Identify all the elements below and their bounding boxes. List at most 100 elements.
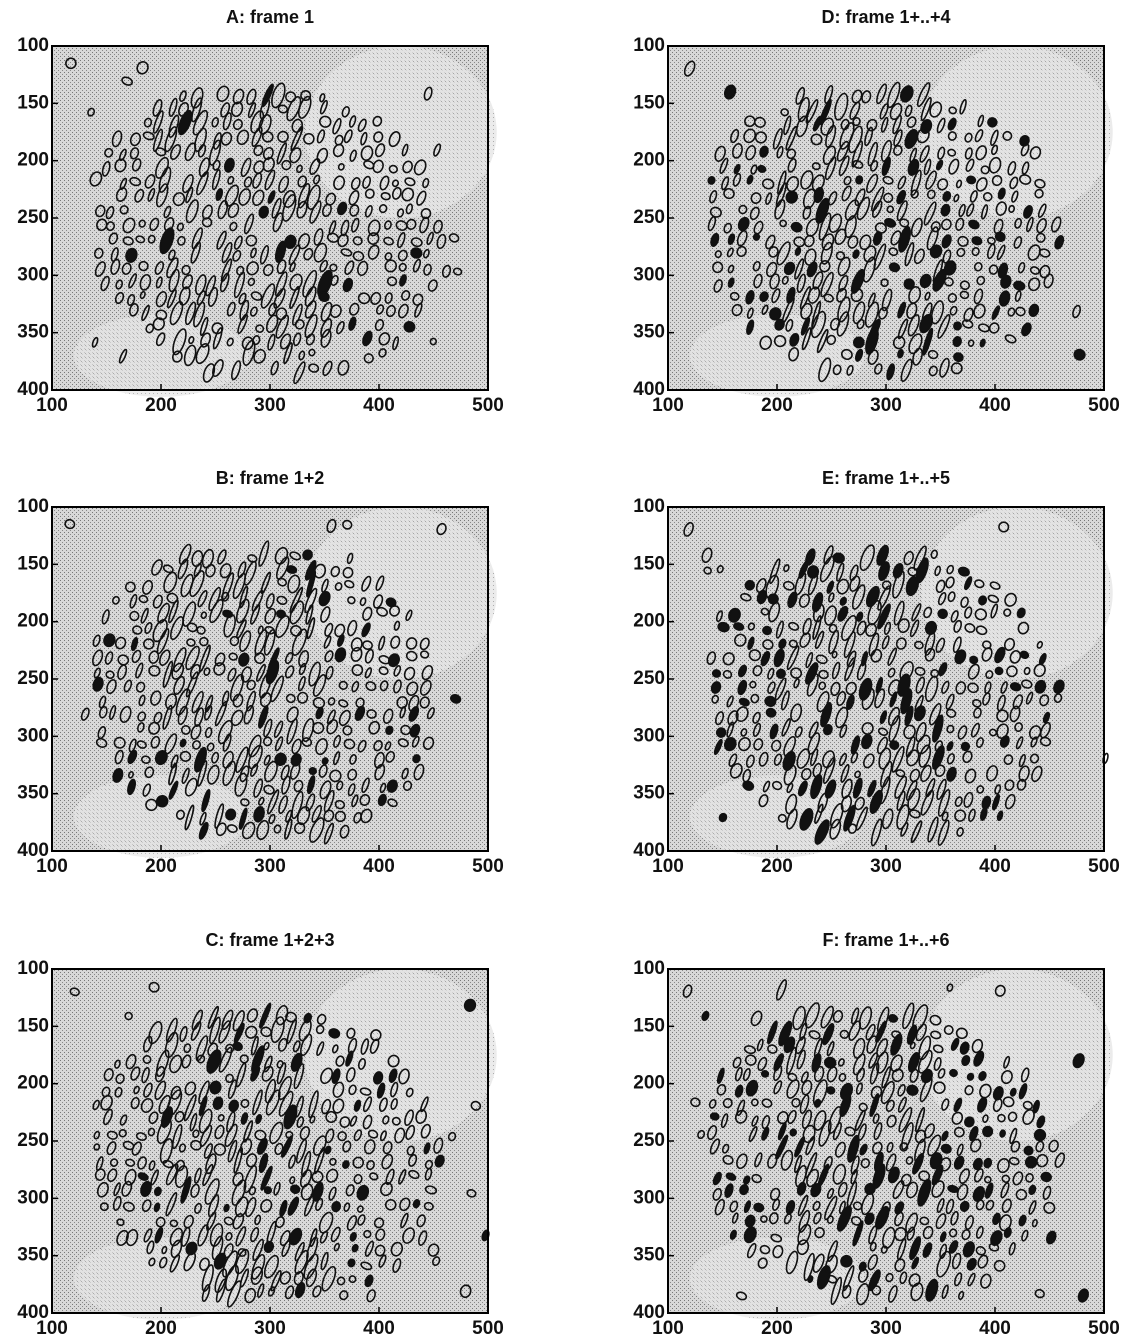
contour-blob [866,118,878,132]
contour-blob [1054,235,1065,250]
contour-blob [370,291,382,305]
contour-blob [712,1187,723,1201]
contour-blob [94,204,106,218]
contour-blob [887,667,896,678]
contour-blob [958,203,966,218]
contour-blob [841,1284,852,1299]
contour-blob [289,273,303,291]
contour-blob [781,717,791,737]
contour-blob [728,607,741,623]
contour-blob [134,188,145,203]
contour-blob [737,664,748,678]
contour-blob [795,1036,806,1055]
contour-blob [211,359,224,378]
contour-blobs [682,979,1089,1306]
contour-blob [349,1115,358,1127]
contour-blob [1019,650,1030,659]
contour-blob [364,667,373,679]
contour-blob [783,564,790,573]
contour-blob [243,560,257,586]
contour-blob [362,1096,373,1113]
contour-blob [273,720,284,738]
contour-blob [313,174,321,185]
contour-blob [204,1178,220,1205]
contour-blob [424,1167,433,1181]
contour-blob [740,728,748,737]
contour-blob [131,649,142,664]
contour-blob [808,721,819,739]
contour-blob [937,146,946,160]
contour-blob [243,1165,258,1194]
contour-blob [286,718,298,745]
contour-blob [900,85,914,103]
contour-blob [384,259,398,273]
contour-blob [375,304,385,315]
contour-blob [735,1291,748,1301]
contour-blob [969,1126,979,1142]
contour-blob [112,767,124,783]
contour-blob [893,144,903,156]
contour-blob [423,1201,434,1211]
contour-blob [973,1050,985,1067]
contour-blob [962,1241,975,1258]
contour-blob [861,733,873,750]
contour-blob [935,159,944,171]
contour-blob [919,273,932,289]
contour-blob [966,1257,977,1271]
contour-blob [95,737,108,748]
contour-blob [1011,190,1019,203]
contour-blob [749,206,760,221]
contour-blob [892,1179,905,1200]
y-tick-label: 150 [633,92,665,113]
contour-blob [930,221,941,233]
contour-blob [393,665,402,677]
contour-blob [304,285,317,307]
contour-blob [140,1098,154,1113]
contour-blob [291,790,304,820]
contour-blob [1050,216,1062,233]
contour-blob [297,183,311,209]
contour-blob [801,327,812,351]
contour-blob [997,187,1006,200]
contour-blob [1042,711,1051,724]
contour-blob [1036,217,1048,234]
contour-blob [1039,264,1051,279]
y-tick-label: 200 [633,611,665,632]
contour-blob [773,753,783,766]
contour-blob [290,125,304,152]
contour-blob [303,132,315,145]
contour-blob [385,304,396,318]
contour-blob [239,1138,253,1156]
contour-blob [707,216,717,232]
contour-blob [787,158,797,173]
contour-blob [787,1072,798,1082]
contour-blob [752,260,761,272]
x-tick-label: 100 [652,856,684,877]
contour-blob [920,789,935,816]
contour-blob [344,579,355,589]
contour-blob [854,770,861,779]
contour-blob [325,1110,338,1123]
contour-blob [105,205,115,220]
contour-blob [988,264,999,275]
y-tick-label: 250 [17,207,49,228]
contour-blob [357,292,371,305]
contour-blob [286,1018,298,1045]
contour-blob [112,1195,122,1211]
contour-blob [329,769,342,783]
contour-blob [812,615,822,640]
contour-blob [349,1231,357,1242]
contour-blob [398,1169,407,1185]
contour-blob [255,663,266,682]
contour-blob [256,1283,265,1298]
contour-blob [222,112,232,131]
contour-blob [935,579,946,593]
contour-blob [321,203,332,217]
contour-blob [298,1019,312,1042]
contour-blob [412,258,422,273]
contour-blob [176,222,185,232]
contour-blob [410,237,423,248]
contour-blob [849,575,861,592]
contour-blob [1018,174,1032,185]
contour-blob [1008,204,1016,213]
